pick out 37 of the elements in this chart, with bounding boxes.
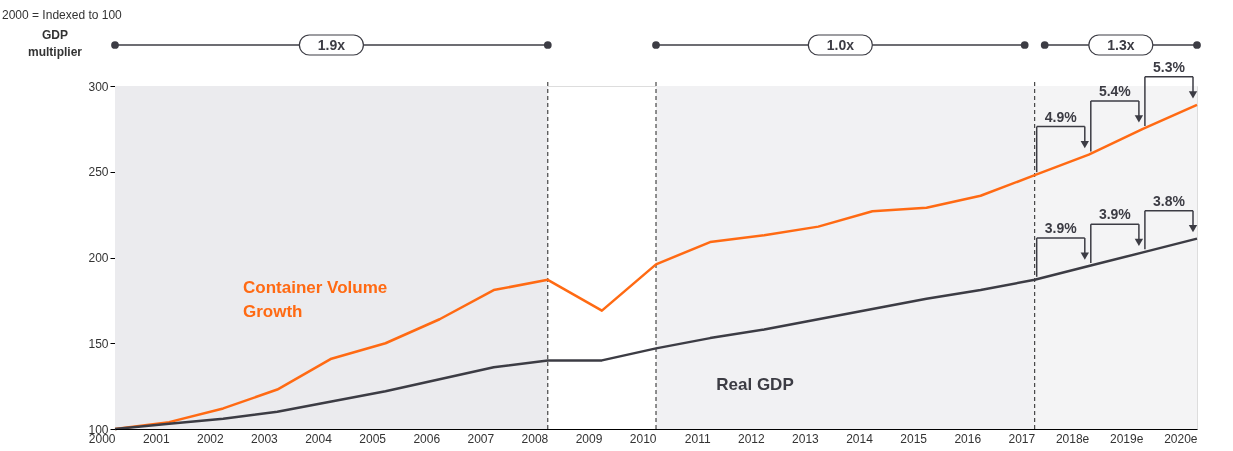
x-tick-label: 2005 — [359, 431, 387, 446]
x-tick-label: 2006 — [413, 431, 441, 446]
x-tick-label: 2008 — [521, 431, 549, 446]
annotation: 5.3% — [1152, 58, 1186, 75]
series-label: Container Volume Growth — [243, 278, 388, 321]
text: 1.0x — [826, 37, 855, 53]
y-tick-label: 150 — [88, 336, 109, 351]
x-tick-label: 2020e — [1164, 431, 1198, 446]
x-tick-label: 2014 — [846, 431, 874, 446]
annotation: 3.9% — [1098, 206, 1132, 223]
x-tick-label: 2003 — [251, 431, 279, 446]
text: Real GDP — [716, 375, 794, 394]
y-tick-label: 250 — [88, 165, 109, 180]
text: 1.9x — [317, 37, 346, 53]
x-tick-label: 2019e — [1110, 431, 1144, 446]
x-tick-label: 2016 — [954, 431, 982, 446]
x-tick-label: 2012 — [738, 431, 766, 446]
x-tick-label: 2013 — [792, 431, 820, 446]
annotation: 4.9% — [1044, 108, 1078, 125]
x-tick-label: 2015 — [900, 431, 928, 446]
y-tick-label: 200 — [88, 251, 109, 265]
x-tick-label: 2017 — [1008, 431, 1036, 446]
annotation: 3.8% — [1152, 192, 1186, 209]
x-tick-label: 2011 — [684, 431, 711, 446]
x-tick-label: 2001 — [142, 431, 170, 446]
x-tick-label: 2010 — [629, 431, 657, 446]
x-tick-label: 2007 — [467, 431, 495, 446]
text: 2000 = Indexed to 100 — [2, 8, 123, 22]
text: GDP multiplier — [27, 28, 83, 59]
text: 1.3x — [1107, 37, 1135, 53]
annotation: 5.4% — [1098, 82, 1132, 99]
y-tick-label: 300 — [88, 79, 109, 94]
x-tick-label: 2018e — [1055, 431, 1090, 446]
x-tick-label: 2002 — [197, 431, 225, 446]
x-tick-label: 2004 — [305, 431, 333, 446]
x-tick-label: 2009 — [575, 431, 603, 446]
annotation: 3.9% — [1044, 220, 1078, 237]
